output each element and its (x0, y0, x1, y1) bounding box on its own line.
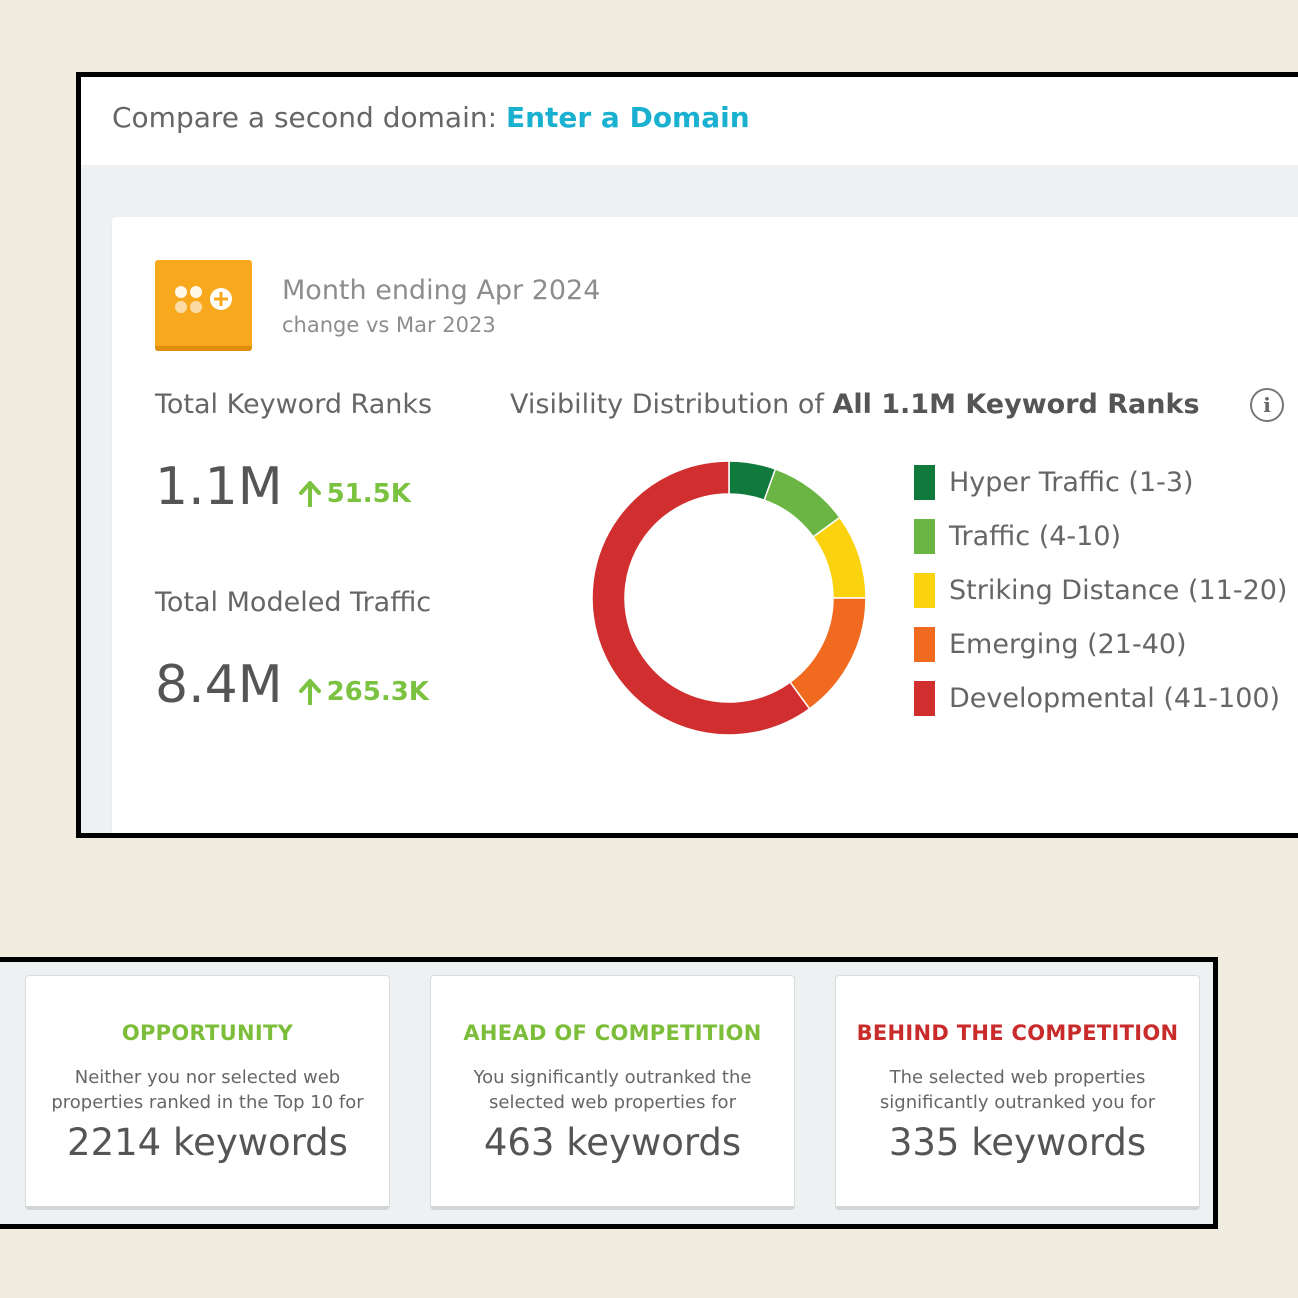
card-title: BEHIND THE COMPETITION (856, 1021, 1179, 1045)
legend-label: Developmental (41-100) (949, 682, 1281, 714)
visibility-title: Visibility Distribution of All 1.1M Keyw… (510, 389, 1200, 420)
card-description: You significantly outranked the selected… (431, 1065, 794, 1115)
legend-swatch (914, 518, 935, 554)
visibility-title-bold: All 1.1M Keyword Ranks (832, 389, 1200, 420)
legend-swatch (914, 464, 935, 500)
card-description: Neither you nor selected web properties … (26, 1065, 389, 1115)
legend-label: Hyper Traffic (1-3) (949, 466, 1194, 498)
modeled-traffic-label: Total Modeled Traffic (155, 587, 432, 618)
card-title: OPPORTUNITY (121, 1021, 294, 1045)
legend-item[interactable]: Developmental (41-100) (914, 671, 1287, 725)
competition-summary-panel: OPPORTUNITY Neither you nor selected web… (0, 957, 1218, 1229)
opportunity-card[interactable]: OPPORTUNITY Neither you nor selected web… (25, 975, 390, 1210)
keyword-ranks-number: 1.1M (155, 457, 283, 517)
period-title: Month ending Apr 2024 (282, 275, 601, 306)
legend-swatch (914, 626, 935, 662)
domain-overview-panel: Compare a second domain: Enter a Domain … (76, 72, 1298, 838)
card-description-line: Neither you nor selected web (74, 1067, 341, 1088)
enter-domain-link[interactable]: Enter a Domain (505, 101, 750, 134)
modeled-traffic-change-value: 265.3K (326, 677, 429, 707)
period-subtitle: change vs Mar 2023 (282, 313, 496, 337)
card-description-line: selected web properties for (489, 1092, 736, 1113)
donut-slice-developmental[interactable] (591, 460, 811, 736)
legend-item[interactable]: Traffic (4-10) (914, 509, 1287, 563)
legend-swatch (914, 680, 935, 716)
legend-label: Traffic (4-10) (949, 520, 1122, 552)
overview-card: Month ending Apr 2024 change vs Mar 2023… (112, 217, 1298, 833)
visibility-title-prefix: Visibility Distribution of (510, 389, 833, 420)
keyword-ranks-change-value: 51.5K (326, 479, 411, 509)
modeled-traffic-number: 8.4M (155, 655, 283, 715)
keyword-ranks-value: 1.1M 51.5K (155, 457, 411, 517)
card-title: AHEAD OF COMPETITION (463, 1021, 762, 1045)
keyword-ranks-label: Total Keyword Ranks (155, 389, 433, 420)
legend-item[interactable]: Emerging (21-40) (914, 617, 1287, 671)
card-description-line: You significantly outranked the (473, 1067, 752, 1088)
compare-label: Compare a second domain: (112, 101, 506, 134)
donut-slice-emerging[interactable] (789, 597, 867, 710)
compare-domain-bar: Compare a second domain: Enter a Domain (81, 77, 1298, 165)
legend-item[interactable]: Striking Distance (11-20) (914, 563, 1287, 617)
card-description-line: properties ranked in the Top 10 for (51, 1092, 364, 1113)
card-count: 2214 keywords (67, 1121, 348, 1164)
legend-label: Striking Distance (11-20) (949, 574, 1288, 606)
info-icon[interactable]: i (1250, 388, 1284, 422)
legend-label: Emerging (21-40) (949, 628, 1187, 660)
site-logo (155, 260, 252, 351)
visibility-donut-chart (591, 460, 867, 736)
card-description: The selected web properties significantl… (836, 1065, 1199, 1115)
keyword-ranks-change: 51.5K (298, 479, 411, 509)
chart-legend: Hyper Traffic (1-3) Traffic (4-10) Strikin… (914, 455, 1287, 725)
arrow-up-icon (298, 481, 321, 507)
legend-item[interactable]: Hyper Traffic (1-3) (914, 455, 1287, 509)
modeled-traffic-value: 8.4M 265.3K (155, 655, 429, 715)
legend-swatch (914, 572, 935, 608)
card-description-line: The selected web properties (889, 1067, 1146, 1088)
arrow-up-icon (298, 679, 321, 705)
modeled-traffic-change: 265.3K (298, 677, 429, 707)
card-count: 335 keywords (888, 1121, 1147, 1164)
card-count: 463 keywords (483, 1121, 742, 1164)
card-description-line: significantly outranked you for (879, 1092, 1156, 1113)
dots-plus-icon (175, 286, 232, 313)
behind-competition-card[interactable]: BEHIND THE COMPETITION The selected web … (835, 975, 1200, 1210)
ahead-of-competition-card[interactable]: AHEAD OF COMPETITION You significantly o… (430, 975, 795, 1210)
